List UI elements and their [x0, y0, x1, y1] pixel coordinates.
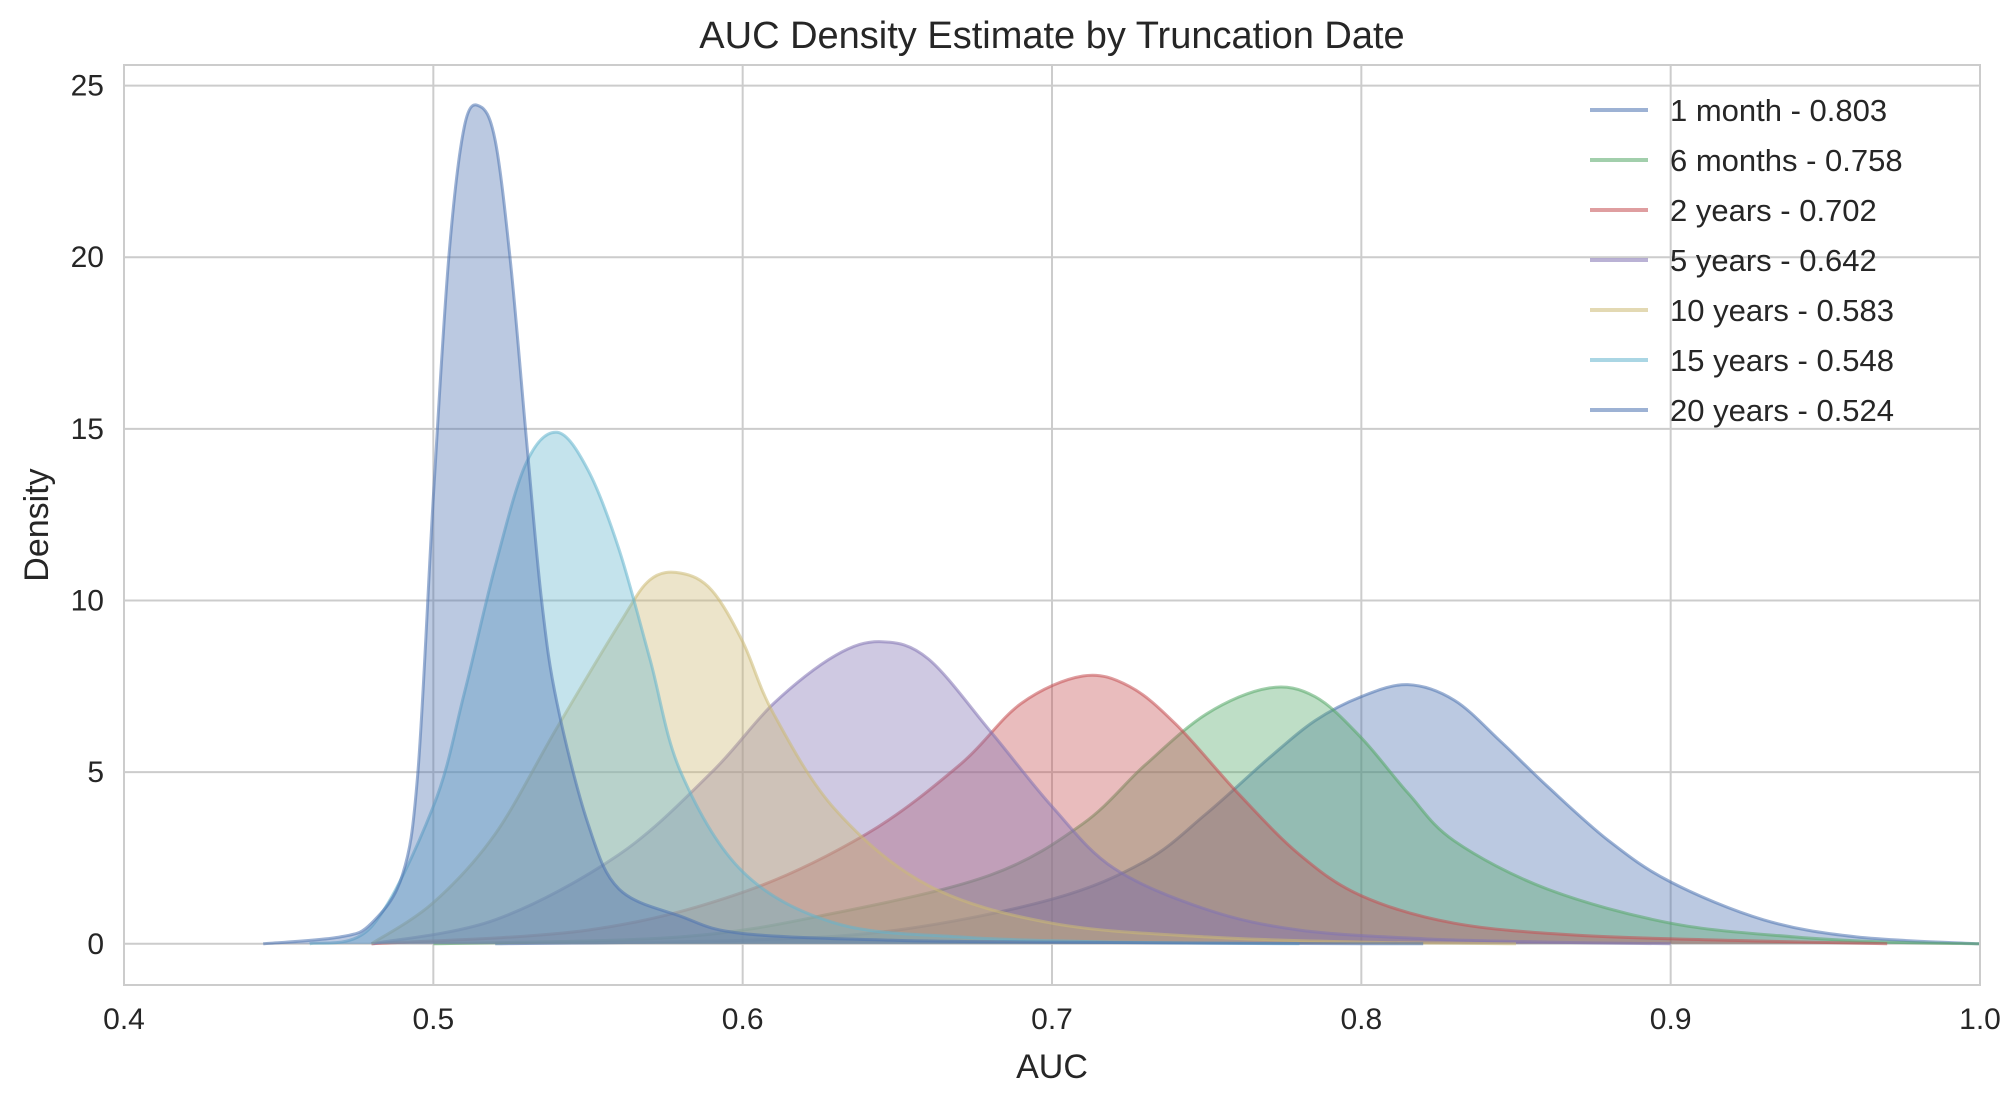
- y-tick-label: 25: [71, 70, 104, 103]
- y-tick-label: 15: [71, 413, 104, 446]
- series-6: [309, 430, 1300, 946]
- legend-label: 2 years - 0.702: [1670, 193, 1877, 228]
- density-line: [433, 685, 1981, 946]
- legend-label: 10 years - 0.583: [1670, 293, 1894, 328]
- plot-frame: [123, 64, 1981, 986]
- density-area: [433, 687, 1980, 944]
- y-tick-label: 5: [87, 756, 104, 789]
- x-tick-label: 0.7: [1031, 1003, 1073, 1036]
- series-3: [371, 673, 1888, 946]
- density-line: [371, 673, 1888, 946]
- series-2: [433, 685, 1981, 946]
- legend-label: 6 months - 0.758: [1670, 143, 1903, 178]
- x-tick-label: 0.6: [722, 1003, 764, 1036]
- density-line: [263, 103, 1424, 946]
- density-area: [371, 572, 1516, 944]
- x-tick-labels: 0.4 0.5 0.6 0.7 0.8 0.9 1.0: [103, 1003, 2001, 1036]
- legend-label: 5 years - 0.642: [1670, 243, 1877, 278]
- density-area: [263, 104, 1424, 944]
- y-tick-label: 20: [71, 241, 104, 274]
- x-axis-label: AUC: [1016, 1048, 1088, 1086]
- series-5: [370, 570, 1517, 946]
- legend-label: 1 month - 0.803: [1670, 93, 1887, 128]
- series-1: [495, 683, 1981, 946]
- y-tick-label: 0: [87, 928, 104, 961]
- density-area: [309, 432, 1300, 944]
- density-area: [495, 684, 1981, 944]
- legend: 1 month - 0.803 6 months - 0.758 2 years -…: [1590, 93, 1903, 428]
- density-line: [371, 640, 1671, 946]
- y-tick-label: 10: [71, 585, 104, 618]
- series-7: [263, 103, 1424, 946]
- legend-label: 20 years - 0.524: [1670, 393, 1894, 428]
- x-tick-label: 1.0: [1959, 1003, 2001, 1036]
- x-tick-label: 0.8: [1340, 1003, 1382, 1036]
- x-tick-label: 0.5: [412, 1003, 454, 1036]
- chart-title: AUC Density Estimate by Truncation Date: [699, 15, 1404, 57]
- density-area: [371, 641, 1671, 944]
- density-area: [371, 675, 1888, 944]
- x-tick-label: 0.9: [1650, 1003, 1692, 1036]
- legend-label: 15 years - 0.548: [1670, 343, 1894, 378]
- density-line: [495, 683, 1981, 946]
- y-tick-labels: 0 5 10 15 20 25: [71, 70, 104, 961]
- series-4: [371, 640, 1671, 946]
- y-axis-label: Density: [18, 468, 56, 581]
- density-series: [263, 103, 1981, 946]
- density-line: [370, 570, 1517, 946]
- density-line: [309, 430, 1300, 946]
- x-tick-label: 0.4: [103, 1003, 145, 1036]
